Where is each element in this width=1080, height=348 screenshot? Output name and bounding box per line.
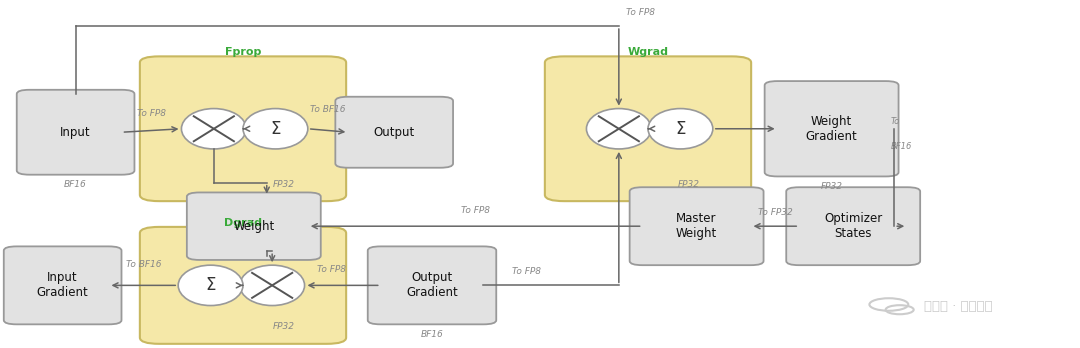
Text: Weight
Gradient: Weight Gradient: [806, 115, 858, 143]
FancyBboxPatch shape: [786, 187, 920, 265]
Text: Input
Gradient: Input Gradient: [37, 271, 89, 299]
Ellipse shape: [586, 109, 651, 149]
FancyBboxPatch shape: [544, 56, 752, 201]
FancyBboxPatch shape: [17, 90, 135, 175]
Text: To BF16: To BF16: [310, 105, 346, 114]
Text: Optimizer
States: Optimizer States: [824, 212, 882, 240]
FancyBboxPatch shape: [335, 97, 454, 168]
Text: Weight: Weight: [233, 220, 274, 233]
Text: $\Sigma$: $\Sigma$: [675, 120, 686, 138]
Text: Dgrad: Dgrad: [224, 218, 262, 228]
Ellipse shape: [648, 109, 713, 149]
Text: Master
Weight: Master Weight: [676, 212, 717, 240]
Text: FP32: FP32: [272, 180, 295, 189]
Ellipse shape: [178, 265, 243, 306]
Text: To FP8: To FP8: [137, 109, 166, 118]
Text: Wgrad: Wgrad: [627, 47, 669, 57]
Text: Output: Output: [374, 126, 415, 139]
Text: To FP8: To FP8: [461, 206, 489, 215]
Text: BF16: BF16: [891, 142, 913, 151]
Text: Output
Gradient: Output Gradient: [406, 271, 458, 299]
Text: BF16: BF16: [64, 180, 87, 189]
Text: To BF16: To BF16: [125, 260, 161, 269]
Ellipse shape: [181, 109, 246, 149]
Text: To FP8: To FP8: [626, 8, 654, 17]
Text: To FP32: To FP32: [757, 208, 793, 217]
Text: BF16: BF16: [420, 330, 444, 339]
Text: FP32: FP32: [272, 322, 295, 331]
Text: Fprop: Fprop: [225, 47, 261, 57]
Text: 公众号 · 大噬元兽: 公众号 · 大噬元兽: [924, 300, 994, 313]
FancyBboxPatch shape: [140, 227, 346, 344]
Text: Input: Input: [60, 126, 91, 139]
Text: To FP8: To FP8: [512, 267, 541, 276]
Text: FP32: FP32: [677, 180, 700, 189]
FancyBboxPatch shape: [367, 246, 497, 324]
FancyBboxPatch shape: [140, 56, 346, 201]
Text: To FP8: To FP8: [318, 265, 347, 274]
FancyBboxPatch shape: [4, 246, 122, 324]
Text: $\Sigma$: $\Sigma$: [270, 120, 281, 138]
Text: To: To: [891, 117, 901, 126]
Ellipse shape: [240, 265, 305, 306]
Text: $\Sigma$: $\Sigma$: [205, 276, 216, 294]
Text: FP32: FP32: [821, 182, 842, 191]
FancyBboxPatch shape: [765, 81, 899, 176]
FancyBboxPatch shape: [630, 187, 764, 265]
FancyBboxPatch shape: [187, 192, 321, 260]
Ellipse shape: [243, 109, 308, 149]
